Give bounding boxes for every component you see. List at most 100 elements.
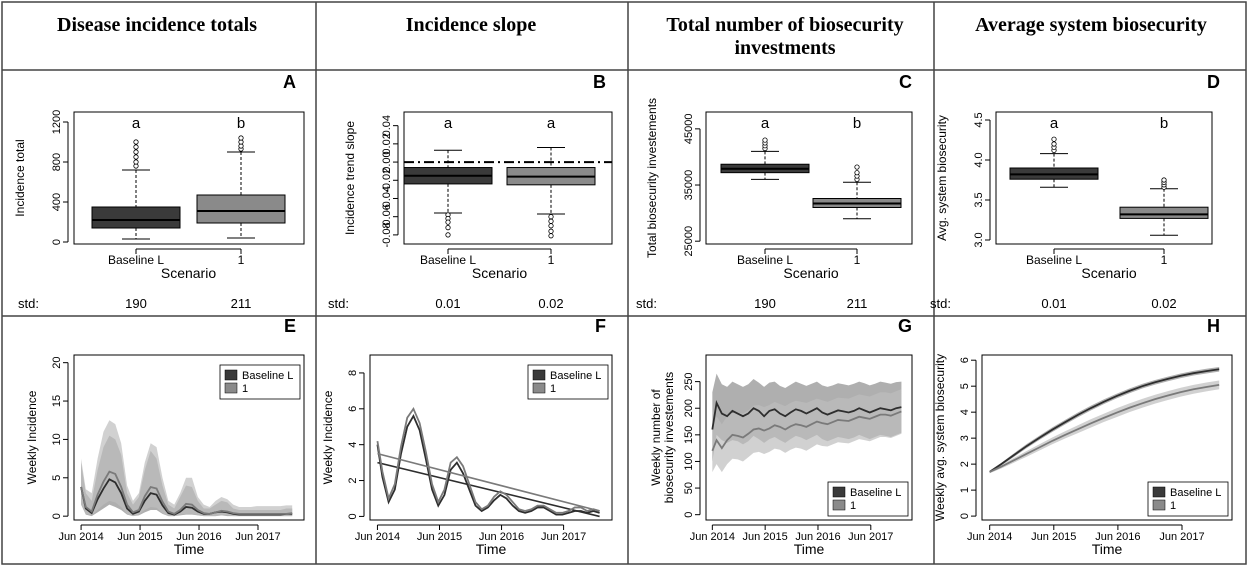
y-tick-label: 8 <box>347 370 359 376</box>
box-baseline-l: a <box>720 115 810 180</box>
plot-frame <box>995 111 1213 245</box>
series-line-1 <box>80 470 293 515</box>
panel-h: 0 1 2 3 4 5 6 Weekly avg. system biosecurity Jun… <box>933 354 1233 557</box>
x-tick-label: Jun 2015 <box>117 531 162 543</box>
legend-label-1: 1 <box>850 500 856 512</box>
panel-letter-b: B <box>593 72 606 92</box>
x-axis-label: Time <box>174 541 205 557</box>
y-axis-label: Total biosecurity investements <box>645 98 659 258</box>
legend-swatch-1 <box>224 382 238 394</box>
y-tick-label: 0.04 <box>381 115 393 136</box>
header-average-system-biosecurity: Average system biosecurity <box>975 14 1207 36</box>
y-tick-label: 800 <box>51 153 63 171</box>
outlier-point <box>445 232 451 238</box>
x-tick-label: Jun 2016 <box>479 531 524 543</box>
outlier-point <box>854 164 860 170</box>
y-axis-label: Weekly Incidence <box>25 390 39 484</box>
y-tick-label: 15 <box>51 395 63 407</box>
significance-letter: a <box>1050 115 1059 132</box>
outlier-point <box>548 218 554 224</box>
y-tick-label: 50 <box>683 482 695 494</box>
trend-line-baseline-l <box>377 461 600 518</box>
x-tick-label: Jun 2017 <box>848 531 893 543</box>
y-tick-label: 3.5 <box>973 192 985 207</box>
std-label: std: <box>18 296 39 311</box>
outlier-point <box>762 137 768 143</box>
y-tick-label: 35000 <box>683 170 695 201</box>
x-tick-label: Jun 2016 <box>1095 531 1140 543</box>
y-axis-label: Incidence total <box>13 139 27 216</box>
y-tick-label: 0 <box>347 513 359 519</box>
trend-line-1 <box>377 452 600 512</box>
y-tick-label: 6 <box>347 406 359 412</box>
plot-frame <box>705 111 913 245</box>
iqr-box <box>91 206 181 229</box>
panel-a: 0 400 800 1200 Incidence total Baseline L 1 Sce… <box>13 110 305 311</box>
y-tick-label: 400 <box>51 193 63 211</box>
y-tick-label: 5 <box>51 475 63 481</box>
outlier-point <box>1051 141 1057 147</box>
y-tick-label: 3 <box>959 435 971 441</box>
series-line-1 <box>711 410 902 452</box>
panel-d: 3.0 3.5 4.0 4.5 Avg. system biosecurity Basel… <box>930 111 1213 311</box>
legend: Baseline L1 <box>527 364 609 400</box>
legend-swatch-1 <box>532 382 546 394</box>
y-tick-label: -0.06 <box>381 204 393 229</box>
y-tick-label: 0 <box>51 239 63 245</box>
x-axis-label: Time <box>476 541 507 557</box>
panel-letter-e: E <box>284 316 296 336</box>
x-tick-label-baseline-l: Baseline L <box>420 253 476 267</box>
y-tick-label: 3.0 <box>973 232 985 247</box>
y-tick-label: 4 <box>959 409 971 415</box>
x-tick-label-1: 1 <box>854 253 861 267</box>
outlier-point <box>133 144 139 150</box>
x-tick-label: Jun 2014 <box>355 531 400 543</box>
std-value-baseline-l: 0.01 <box>435 296 460 311</box>
y-tick-label: 250 <box>683 372 695 390</box>
x-axis-label: Time <box>1092 541 1123 557</box>
box-baseline-l: a <box>91 115 181 240</box>
legend-label-baseline-l: Baseline L <box>550 370 601 382</box>
legend-label-baseline-l: Baseline L <box>1170 487 1221 499</box>
y-tick-label: 2 <box>959 461 971 467</box>
outlier-point <box>133 139 139 145</box>
std-value-1: 211 <box>847 296 868 311</box>
y-tick-label: 25000 <box>683 226 695 257</box>
iqr-box <box>196 194 286 224</box>
x-tick-label: Jun 2015 <box>1031 531 1076 543</box>
x-axis-label: Time <box>794 541 825 557</box>
box-1: b <box>812 115 902 220</box>
panel-g: 0 50 100 150 200 250 Weekly number of biosecuri… <box>649 354 913 557</box>
outlier-point <box>133 154 139 160</box>
outlier-point <box>548 223 554 229</box>
outlier-point <box>133 159 139 165</box>
x-tick-label-1: 1 <box>1161 253 1168 267</box>
outlier-point <box>548 214 554 220</box>
y-tick-label: 4.0 <box>973 152 985 167</box>
plot-frame <box>73 111 305 245</box>
legend: Baseline L1 <box>827 481 909 517</box>
x-tick-label: Jun 2016 <box>795 531 840 543</box>
y-tick-label: -0.04 <box>381 186 393 211</box>
y-axis-label: Weekly Incidence <box>321 390 335 484</box>
outlier-point <box>1051 136 1057 142</box>
x-tick-label-1: 1 <box>238 253 245 267</box>
y-tick-label: 0 <box>959 513 971 519</box>
legend-swatch-baseline-l <box>224 369 238 381</box>
legend: Baseline L1 <box>219 364 301 400</box>
header-total-biosecurity-investments: Total number of biosecurity investments <box>666 14 904 59</box>
x-tick-label-1: 1 <box>548 253 555 267</box>
x-tick-label: Jun 2017 <box>1159 531 1204 543</box>
x-tick-label: Jun 2014 <box>967 531 1012 543</box>
legend-swatch-baseline-l <box>832 486 846 498</box>
legend-label-1: 1 <box>1170 500 1176 512</box>
outlier-point <box>133 149 139 155</box>
std-label: std: <box>328 296 349 311</box>
legend-label-baseline-l: Baseline L <box>850 487 901 499</box>
significance-letter: a <box>547 115 556 132</box>
significance-letter: b <box>853 115 861 132</box>
panel-letter-g: G <box>898 316 912 336</box>
panel-f: 0 2 4 6 8 Weekly Incidence Jun 2014 Jun 2015 Jun… <box>321 354 613 557</box>
legend-label-1: 1 <box>550 383 556 395</box>
